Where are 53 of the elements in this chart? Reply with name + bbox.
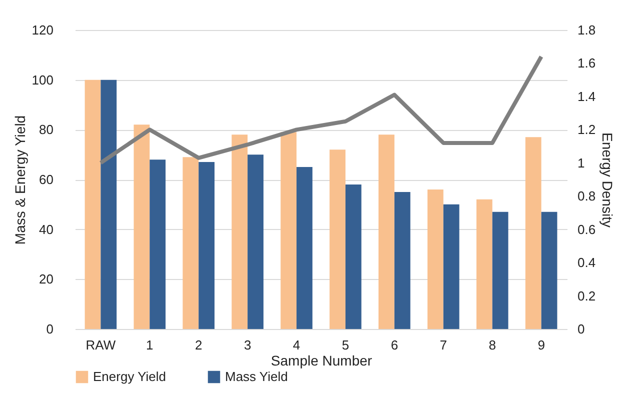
x-tick-label: 9: [538, 338, 545, 352]
y2-tick-label: 0.8: [578, 188, 596, 204]
bar: [150, 160, 166, 329]
y2-tick-label: 1.6: [578, 56, 596, 71]
bar: [541, 212, 558, 329]
bar: [248, 154, 264, 329]
bar: [330, 150, 346, 329]
bar: [198, 162, 215, 329]
y-tick-label: 20: [39, 272, 54, 287]
bar: [134, 124, 150, 329]
bar: [345, 184, 362, 329]
y2-tick-label: 0: [578, 322, 585, 336]
x-tick-label: 4: [292, 338, 300, 352]
y-tick-label: 80: [39, 122, 54, 138]
y2-tick-label: 0.2: [578, 288, 596, 304]
y2-axis-title: Energy Density: [600, 132, 616, 228]
bar: [525, 137, 542, 329]
y2-tick-label: 0.6: [578, 222, 596, 237]
y-tick-label: 120: [32, 22, 54, 38]
legend-label: Energy Yield: [93, 369, 166, 384]
bar: [427, 189, 444, 329]
bar: [84, 80, 101, 329]
x-tick-label: 5: [342, 338, 350, 352]
x-tick-label: 6: [390, 338, 398, 352]
bar: [443, 204, 460, 329]
x-axis-title: Sample Number: [270, 352, 372, 368]
y-tick-label: 100: [32, 72, 54, 88]
bar: [280, 132, 297, 329]
bar: [232, 134, 248, 329]
x-tick-label: 8: [488, 338, 496, 352]
x-tick-label: RAW: [86, 338, 116, 352]
y-tick-label: 40: [39, 222, 54, 237]
line-series: [98, 54, 544, 165]
bar: [100, 80, 117, 329]
bar: [378, 134, 394, 329]
y2-tick-label: 0.4: [578, 255, 596, 270]
x-tick-label: 3: [244, 338, 252, 352]
x-tick-label: 7: [440, 338, 448, 352]
bar: [476, 199, 492, 329]
legend-label: Mass Yield: [225, 369, 288, 384]
y-axis-title: Mass & Energy Yield: [12, 115, 28, 245]
x-tick-label: 1: [146, 338, 154, 352]
bar: [296, 167, 312, 329]
y-tick-label: 60: [39, 172, 54, 187]
x-tick-label: 2: [194, 338, 202, 352]
y2-tick-label: 1.2: [578, 122, 596, 138]
y2-tick-label: 1.8: [578, 22, 596, 38]
bar: [492, 212, 508, 329]
bar: [182, 157, 199, 329]
bar: [394, 192, 410, 329]
y2-tick-label: 1.4: [578, 88, 596, 104]
y-tick-label: 0: [46, 322, 54, 336]
y2-tick-label: 1: [578, 155, 585, 170]
